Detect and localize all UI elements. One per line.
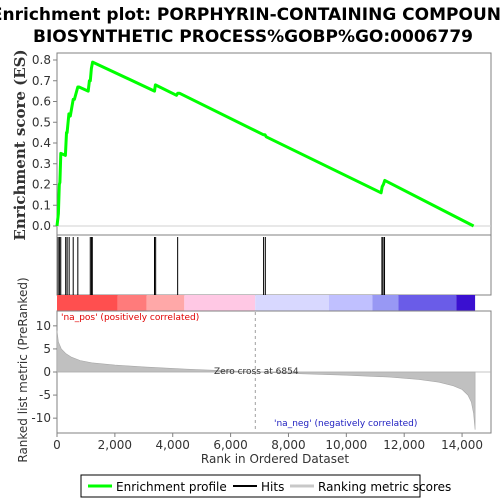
es-panel-frame	[56, 52, 492, 236]
gradient-segment	[372, 295, 399, 311]
metric-ytick-label: 5	[43, 342, 51, 356]
es-ytick-label: 0.5	[32, 115, 51, 129]
metric-y-axis-label: Ranked list metric (PreRanked)	[16, 277, 30, 462]
metric-ytick-label: 0	[43, 365, 51, 379]
x-tick-label: 14,000	[441, 438, 483, 452]
metric-ytick-label: 10	[36, 319, 51, 333]
x-tick-label: 8,000	[271, 438, 305, 452]
na-neg-label: 'na_neg' (negatively correlated)	[274, 419, 417, 429]
es-ytick-label: 0.4	[32, 136, 51, 150]
x-tick-label: 4,000	[156, 438, 190, 452]
x-tick-label: 6,000	[213, 438, 247, 452]
ranking-metric-area	[56, 330, 476, 430]
gradient-segment	[398, 295, 457, 311]
legend-enrichment-label: Enrichment profile	[116, 480, 227, 494]
zero-cross-label: Zero cross at 6854	[214, 367, 299, 377]
enrichment-profile-line	[55, 60, 475, 228]
es-ytick-label: 0.7	[32, 74, 51, 88]
gradient-segment	[184, 295, 256, 311]
gradient-segment	[328, 295, 373, 311]
es-ytick-label: 0.1	[32, 198, 51, 212]
es-y-axis-label: Enrichment score (ES)	[11, 49, 29, 240]
hits-panel-frame	[56, 234, 492, 296]
gradient-segment	[117, 295, 147, 311]
chart-title-line-1: Enrichment plot: PORPHYRIN-CONTAINING CO…	[0, 5, 500, 25]
metric-ytick-label: -5	[39, 388, 51, 402]
x-tick-label: 2,000	[98, 438, 132, 452]
es-ytick-label: 0.8	[32, 53, 51, 67]
es-ytick-label: 0.0	[32, 219, 51, 233]
na-pos-label: 'na_pos' (positively correlated)	[61, 313, 199, 323]
legend: Enrichment profile Hits Ranking metric s…	[80, 474, 451, 498]
gradient-segment	[255, 295, 329, 311]
chart-title-line-2: BIOSYNTHETIC PROCESS%GOBP%GO:0006779	[33, 27, 473, 47]
x-axis-label: Rank in Ordered Dataset	[201, 452, 349, 466]
es-ytick-label: 0.2	[32, 178, 51, 192]
gradient-segment	[57, 295, 118, 311]
gradient-segment	[456, 295, 476, 311]
x-tick-label: 10,000	[325, 438, 367, 452]
metric-ytick-label: -10	[31, 411, 51, 425]
es-ytick-label: 0.3	[32, 157, 51, 171]
legend-metric-label: Ranking metric scores	[318, 480, 451, 494]
es-ytick-label: 0.6	[32, 95, 51, 109]
legend-hits-label: Hits	[261, 480, 284, 494]
x-tick-label: 0	[53, 438, 61, 452]
gradient-segment	[146, 295, 185, 311]
x-tick-label: 12,000	[383, 438, 425, 452]
